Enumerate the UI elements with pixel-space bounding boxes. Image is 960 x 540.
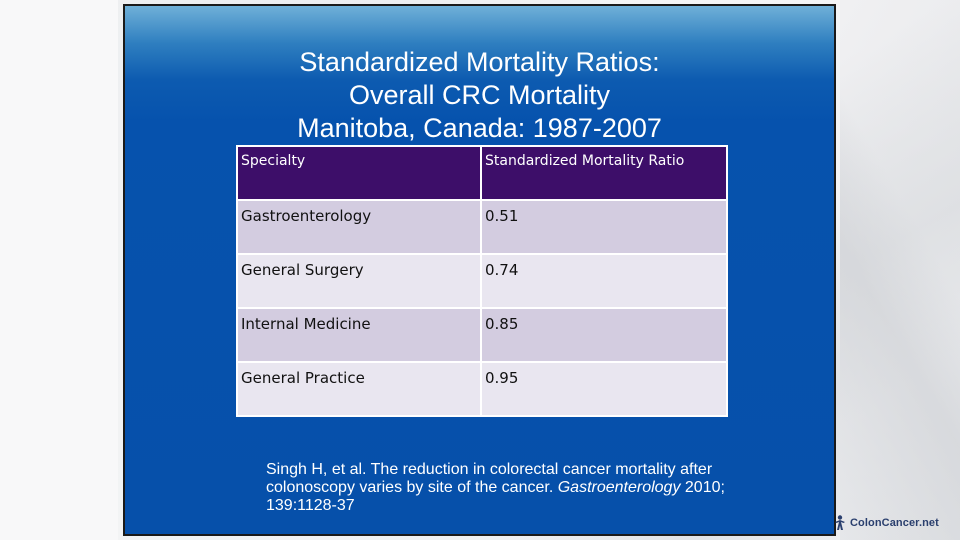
mortality-table: Specialty Standardized Mortality Ratio G…: [236, 145, 728, 417]
citation-journal: Gastroenterology: [557, 479, 681, 496]
header-smr: Standardized Mortality Ratio: [480, 145, 728, 201]
title-line-1: Standardized Mortality Ratios:: [299, 47, 660, 77]
cell-specialty: Gastroenterology: [236, 199, 482, 255]
citation-volume: 2010; 139:1128-37: [266, 479, 725, 514]
cell-specialty: General Surgery: [236, 253, 482, 309]
decorative-side-panel: [840, 0, 960, 540]
citation-text: Singh H, et al. The reduction in colorec…: [266, 461, 713, 496]
cell-smr: 0.51: [480, 199, 728, 255]
table-row: Gastroenterology 0.51: [236, 199, 728, 255]
table-row: Internal Medicine 0.85: [236, 307, 728, 363]
citation: Singh H, et al. The reduction in colorec…: [266, 461, 786, 515]
ribbon-figure-icon: [835, 515, 845, 530]
table-row: General Surgery 0.74: [236, 253, 728, 309]
coloncancer-logo[interactable]: ColonCancer.net: [833, 515, 939, 531]
slide-title: Standardized Mortality Ratios: Overall C…: [125, 46, 834, 145]
header-specialty: Specialty: [236, 145, 482, 201]
slide: Standardized Mortality Ratios: Overall C…: [123, 4, 836, 536]
left-margin: [0, 0, 118, 540]
table-row: General Practice 0.95: [236, 361, 728, 417]
cell-smr: 0.85: [480, 307, 728, 363]
table-header-row: Specialty Standardized Mortality Ratio: [236, 145, 728, 201]
title-line-2: Overall CRC Mortality: [348, 80, 611, 110]
cell-smr: 0.95: [480, 361, 728, 417]
cell-specialty: General Practice: [236, 361, 482, 417]
cell-specialty: Internal Medicine: [236, 307, 482, 363]
title-line-3: Manitoba, Canada: 1987-2007: [297, 113, 662, 143]
cell-smr: 0.74: [480, 253, 728, 309]
logo-text: ColonCancer.net: [850, 517, 939, 529]
